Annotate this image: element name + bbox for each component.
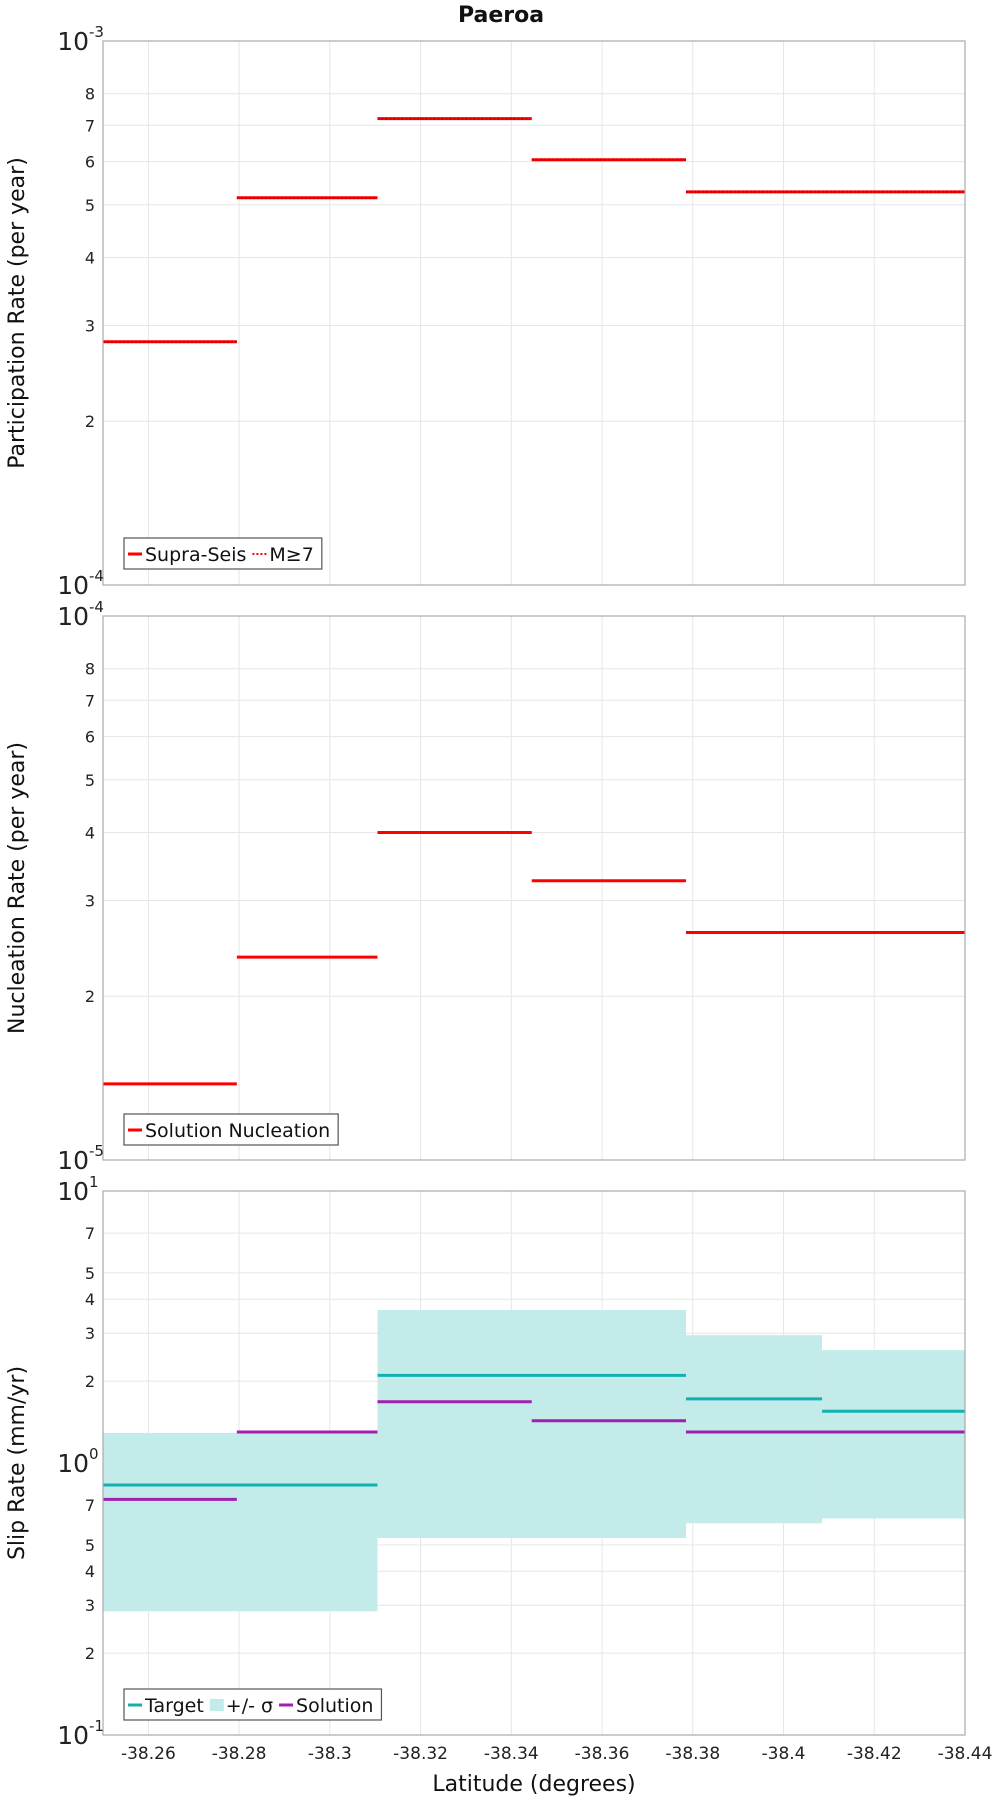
y-decade-label: 10 <box>57 1449 89 1478</box>
y-decade-exponent: -4 <box>89 567 104 585</box>
y-tick-label: 3 <box>85 1324 95 1343</box>
legend: Supra-Seis M≥7 <box>123 537 323 570</box>
y-tick-label: 4 <box>85 248 95 267</box>
y-tick-label: 5 <box>85 196 95 215</box>
y-tick-label: 4 <box>85 1562 95 1581</box>
legend-label: Target <box>144 1695 204 1717</box>
y-decade-label: 10 <box>57 1177 89 1206</box>
y-decade-exponent: -3 <box>89 23 104 41</box>
y-axis-label: Participation Rate (per year) <box>5 157 30 469</box>
y-tick-label: 2 <box>85 987 95 1006</box>
y-tick-label: 5 <box>85 771 95 790</box>
y-decade-exponent: -1 <box>89 1717 104 1735</box>
sigma-band <box>685 1335 823 1524</box>
y-tick-label: 6 <box>85 728 95 747</box>
x-tick-label: -38.38 <box>665 1744 720 1764</box>
y-tick-label: 8 <box>85 85 95 104</box>
sigma-band <box>377 1310 686 1538</box>
x-tick-label: -38.44 <box>938 1744 993 1764</box>
y-tick-label: 7 <box>85 1496 95 1515</box>
sigma-band <box>103 1432 378 1612</box>
plot-area <box>103 616 965 1160</box>
legend-label: Supra-Seis <box>145 544 246 566</box>
y-tick-label: 6 <box>85 153 95 172</box>
y-decade-exponent: 1 <box>89 1173 99 1191</box>
y-tick-label: 4 <box>85 823 95 842</box>
legend-box <box>123 1113 339 1146</box>
y-tick-label: 3 <box>85 316 95 335</box>
y-decade-exponent: 0 <box>89 1445 99 1463</box>
y-decade-exponent: -5 <box>89 1142 104 1160</box>
plot-frame <box>102 615 966 1161</box>
x-tick-label: -38.42 <box>847 1744 902 1764</box>
x-axis-label: Latitude (degrees) <box>432 1772 635 1797</box>
legend-box <box>123 537 323 570</box>
y-tick-label: 2 <box>85 1644 95 1663</box>
plot-area <box>103 41 965 585</box>
legend-label: M≥7 <box>269 544 313 566</box>
x-tick-label: -38.34 <box>484 1744 539 1764</box>
x-tick-label: -38.36 <box>575 1744 630 1764</box>
sigma-band <box>822 1350 965 1519</box>
x-tick-label: -38.32 <box>393 1744 448 1764</box>
y-decade-label: 10 <box>57 602 89 631</box>
y-decade-label: 10 <box>57 27 89 56</box>
legend-label: Solution <box>296 1695 373 1717</box>
y-decade-label: 10 <box>57 1721 89 1750</box>
y-tick-label: 5 <box>85 1536 95 1555</box>
legend-label: Solution Nucleation <box>145 1120 330 1142</box>
y-axis-label: Slip Rate (mm/yr) <box>5 1366 30 1560</box>
x-tick-label: -38.26 <box>121 1744 176 1764</box>
y-tick-label: 8 <box>85 660 95 679</box>
legend: Target +/- σ Solution <box>123 1688 383 1721</box>
legend-swatch-band <box>209 1699 224 1711</box>
y-tick-label: 7 <box>85 691 95 710</box>
y-tick-label: 3 <box>85 891 95 910</box>
x-tick-label: -38.3 <box>308 1744 352 1764</box>
y-axis-label: Nucleation Rate (per year) <box>5 742 30 1034</box>
y-decade-label: 10 <box>57 1146 89 1175</box>
plot-frame <box>102 1190 966 1736</box>
y-tick-label: 4 <box>85 1290 95 1309</box>
chart-title: Paeroa <box>458 3 544 28</box>
y-tick-label: 5 <box>85 1264 95 1283</box>
y-tick-label: 2 <box>85 1372 95 1391</box>
legend-box <box>123 1688 383 1721</box>
plot-frame <box>102 40 966 586</box>
legend: Solution Nucleation <box>123 1113 339 1146</box>
x-tick-label: -38.28 <box>212 1744 267 1764</box>
legend-label: +/- σ <box>226 1695 273 1717</box>
y-tick-label: 2 <box>85 412 95 431</box>
y-tick-label: 7 <box>85 116 95 135</box>
y-tick-label: 3 <box>85 1596 95 1615</box>
y-tick-label: 7 <box>85 1224 95 1243</box>
y-decade-exponent: -4 <box>89 598 104 616</box>
y-decade-label: 10 <box>57 571 89 600</box>
x-tick-label: -38.4 <box>762 1744 806 1764</box>
